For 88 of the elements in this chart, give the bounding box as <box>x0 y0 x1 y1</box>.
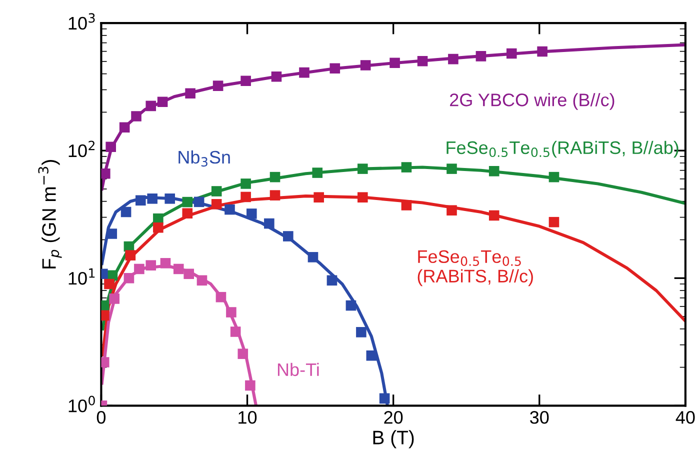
x-axis-title: B (T) <box>373 430 414 448</box>
point <box>147 193 158 204</box>
point <box>124 272 134 284</box>
y-tick-label: 10$^{0}$ <box>68 396 95 412</box>
point <box>109 294 120 304</box>
point <box>366 350 377 361</box>
point <box>271 71 282 82</box>
point <box>120 206 132 218</box>
point <box>125 250 136 260</box>
y-tick-label: 10$^{2}$ <box>68 140 94 158</box>
y-axis-title: F$_{p}$ (GN m$^{−3}$) <box>38 160 62 268</box>
point <box>446 205 457 216</box>
point <box>264 218 274 229</box>
point <box>164 193 176 204</box>
point <box>358 192 368 202</box>
point <box>184 268 194 280</box>
point <box>106 228 118 239</box>
point <box>185 88 196 99</box>
point <box>134 264 144 274</box>
point <box>548 172 560 182</box>
point <box>226 307 236 318</box>
point <box>312 168 323 178</box>
point <box>270 190 280 200</box>
point <box>153 222 164 233</box>
point <box>240 76 251 86</box>
series-label: FeSe$_{0.5}$Te$_{0.5}$ (RABiTS, B//c) <box>418 250 533 286</box>
x-tick-label: 0 <box>96 411 106 424</box>
point <box>240 192 251 202</box>
point <box>160 258 171 268</box>
point <box>476 51 486 62</box>
point <box>506 48 517 59</box>
point <box>401 200 412 210</box>
point <box>314 192 324 202</box>
point <box>104 278 114 290</box>
point <box>182 208 193 219</box>
series-label: FeSe$_{0.5}$Te$_{0.5}$(RABiTS, B//ab) <box>446 140 678 158</box>
point <box>446 164 457 174</box>
point <box>270 172 280 182</box>
point <box>390 58 400 68</box>
line-series <box>101 43 686 191</box>
series-label: Nb$_{3}$Sn <box>178 150 230 167</box>
point <box>308 252 318 262</box>
point <box>360 60 371 70</box>
point <box>245 380 256 391</box>
point <box>146 260 156 270</box>
point <box>131 111 142 122</box>
point <box>194 196 204 208</box>
point <box>212 80 224 91</box>
x-tick-label: 20 <box>384 411 403 424</box>
point <box>488 210 500 221</box>
series-label: Nb-Ti <box>278 362 319 376</box>
series-label: 2G YBCO wire (B//c) <box>450 93 614 110</box>
point <box>240 178 251 189</box>
point <box>358 164 368 174</box>
x-tick-label: 10 <box>238 411 257 424</box>
point <box>379 393 390 404</box>
x-tick-label: 30 <box>530 411 549 424</box>
point <box>238 348 248 359</box>
point <box>211 186 222 196</box>
point <box>230 326 241 337</box>
point <box>119 122 130 133</box>
point <box>224 204 235 215</box>
x-tick-label: 40 <box>676 411 695 424</box>
point <box>106 142 116 152</box>
point <box>330 63 340 74</box>
point <box>299 67 310 78</box>
point <box>182 196 193 208</box>
point <box>356 327 366 338</box>
point <box>101 168 110 179</box>
point <box>246 208 257 219</box>
point <box>173 264 184 274</box>
point <box>157 96 168 108</box>
point <box>326 275 338 286</box>
point <box>346 300 356 311</box>
point <box>135 195 146 206</box>
point <box>417 56 428 66</box>
point <box>196 275 208 286</box>
point <box>488 166 500 176</box>
point <box>146 100 156 112</box>
point <box>283 231 294 242</box>
point <box>216 292 226 302</box>
point <box>537 46 548 57</box>
y-tick-label: 10$^{3}$ <box>68 13 95 30</box>
y-tick-label: 10$^{1}$ <box>68 268 95 285</box>
point <box>548 216 560 228</box>
point <box>401 162 412 172</box>
point <box>211 199 222 210</box>
point <box>448 54 458 64</box>
